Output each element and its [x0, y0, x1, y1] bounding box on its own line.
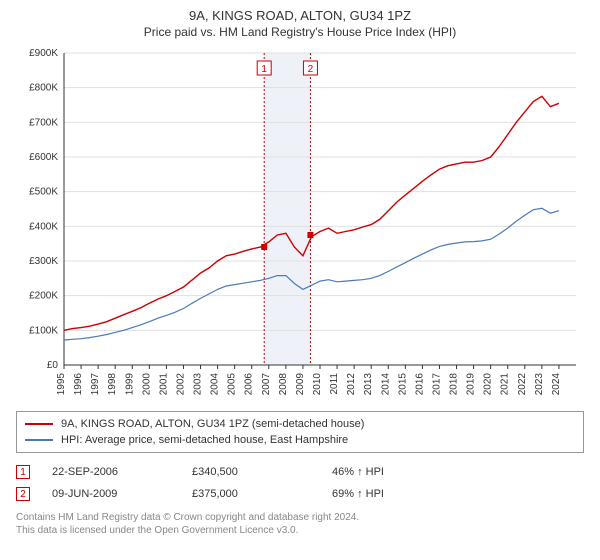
svg-text:2010: 2010	[312, 373, 323, 396]
svg-text:2011: 2011	[329, 373, 340, 395]
svg-text:1995: 1995	[56, 373, 67, 396]
legend-row-hpi: HPI: Average price, semi-detached house,…	[25, 432, 575, 448]
svg-text:2000: 2000	[141, 373, 152, 396]
svg-text:2020: 2020	[483, 373, 494, 396]
svg-text:1996: 1996	[73, 373, 84, 396]
line-chart-svg: £0 £100K £200K £300K £400K £500K £600K £700K £80…	[16, 45, 584, 405]
svg-text:2004: 2004	[210, 373, 221, 396]
svg-text:2012: 2012	[346, 373, 357, 396]
svg-text:2007: 2007	[261, 373, 272, 396]
svg-text:1: 1	[261, 64, 267, 75]
svg-text:£900K: £900K	[29, 48, 58, 59]
svg-text:2017: 2017	[431, 373, 442, 396]
svg-text:£300K: £300K	[29, 256, 58, 267]
svg-text:2003: 2003	[193, 373, 204, 396]
chart-container: 9A, KINGS ROAD, ALTON, GU34 1PZ Price pa…	[0, 0, 600, 560]
marker-price-2: £375,000	[192, 488, 332, 500]
legend-box: 9A, KINGS ROAD, ALTON, GU34 1PZ (semi-de…	[16, 411, 584, 453]
svg-text:£100K: £100K	[29, 325, 58, 336]
marker-price-1: £340,500	[192, 466, 332, 478]
svg-text:1999: 1999	[124, 373, 135, 396]
legend-swatch-property	[25, 423, 53, 425]
svg-text:2015: 2015	[397, 373, 408, 396]
footer-line2: This data is licensed under the Open Gov…	[16, 524, 584, 537]
svg-text:1998: 1998	[107, 373, 118, 396]
footer-attribution: Contains HM Land Registry data © Crown c…	[16, 511, 584, 537]
svg-text:2014: 2014	[380, 373, 391, 396]
svg-text:2013: 2013	[363, 373, 374, 396]
marker-hpi-1: 46% ↑ HPI	[332, 466, 452, 478]
legend-row-property: 9A, KINGS ROAD, ALTON, GU34 1PZ (semi-de…	[25, 416, 575, 432]
svg-text:£700K: £700K	[29, 117, 58, 128]
svg-text:£0: £0	[47, 360, 59, 371]
svg-text:£400K: £400K	[29, 221, 58, 232]
svg-text:2008: 2008	[278, 373, 289, 396]
marker-row-1: 1 22-SEP-2006 £340,500 46% ↑ HPI	[16, 461, 584, 483]
svg-text:2016: 2016	[414, 373, 425, 396]
svg-text:2009: 2009	[295, 373, 306, 396]
marker-hpi-2: 69% ↑ HPI	[332, 488, 452, 500]
legend-swatch-hpi	[25, 439, 53, 441]
svg-text:2005: 2005	[227, 373, 238, 396]
svg-text:2018: 2018	[449, 373, 460, 396]
svg-text:2022: 2022	[517, 373, 528, 396]
marker-date-2: 09-JUN-2009	[52, 488, 192, 500]
svg-text:2: 2	[308, 64, 314, 75]
marker-badge-1: 1	[16, 465, 30, 479]
chart-area: £0 £100K £200K £300K £400K £500K £600K £700K £80…	[16, 45, 584, 405]
svg-text:2002: 2002	[175, 373, 186, 396]
svg-text:2019: 2019	[466, 373, 477, 396]
svg-text:2023: 2023	[534, 373, 545, 396]
marker-row-2: 2 09-JUN-2009 £375,000 69% ↑ HPI	[16, 483, 584, 505]
marker-badge-2: 2	[16, 487, 30, 501]
svg-text:£800K: £800K	[29, 83, 58, 94]
marker-date-1: 22-SEP-2006	[52, 466, 192, 478]
svg-text:1997: 1997	[90, 373, 101, 396]
marker-table: 1 22-SEP-2006 £340,500 46% ↑ HPI 2 09-JU…	[16, 461, 584, 505]
footer-line1: Contains HM Land Registry data © Crown c…	[16, 511, 584, 524]
legend-label-property: 9A, KINGS ROAD, ALTON, GU34 1PZ (semi-de…	[61, 418, 364, 430]
svg-text:£600K: £600K	[29, 152, 58, 163]
chart-title: 9A, KINGS ROAD, ALTON, GU34 1PZ	[16, 8, 584, 23]
chart-subtitle: Price paid vs. HM Land Registry's House …	[16, 25, 584, 39]
svg-text:£200K: £200K	[29, 291, 58, 302]
legend-label-hpi: HPI: Average price, semi-detached house,…	[61, 434, 348, 446]
svg-text:2006: 2006	[244, 373, 255, 396]
svg-text:2024: 2024	[551, 373, 562, 396]
svg-text:2021: 2021	[500, 373, 511, 396]
svg-text:2001: 2001	[158, 373, 169, 396]
svg-text:£500K: £500K	[29, 187, 58, 198]
